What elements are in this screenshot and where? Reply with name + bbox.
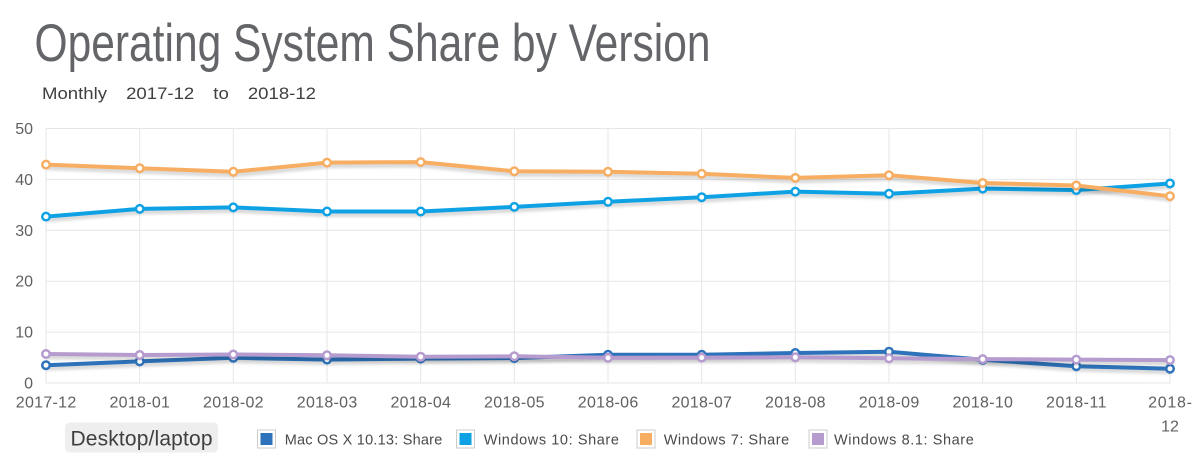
svg-text:Operating System Share by Vers: Operating System Share by Version	[35, 14, 711, 73]
svg-text:2018-03: 2018-03	[297, 395, 358, 412]
svg-text:12: 12	[1161, 419, 1179, 436]
svg-text:Windows 8.1: Share: Windows 8.1: Share	[834, 433, 974, 449]
svg-text:2018-: 2018-	[1148, 395, 1192, 412]
svg-text:2018-02: 2018-02	[203, 395, 264, 412]
svg-text:2018-06: 2018-06	[578, 395, 639, 412]
svg-text:Windows 7: Share: Windows 7: Share	[664, 433, 790, 449]
svg-text:20: 20	[15, 274, 33, 291]
svg-text:2018-04: 2018-04	[390, 395, 451, 412]
svg-text:2018-01: 2018-01	[109, 395, 170, 412]
svg-text:Windows 10: Share: Windows 10: Share	[484, 433, 619, 449]
svg-text:2018-09: 2018-09	[859, 395, 920, 412]
svg-text:Monthly 2017-12 to 2018-12: Monthly 2017-12 to 2018-12	[42, 84, 316, 103]
svg-text:Desktop/laptop: Desktop/laptop	[71, 428, 213, 451]
svg-text:2018-05: 2018-05	[484, 395, 545, 412]
svg-text:30: 30	[15, 223, 33, 240]
svg-text:50: 50	[15, 121, 33, 138]
svg-text:2017-12: 2017-12	[16, 395, 77, 412]
svg-text:2018-10: 2018-10	[952, 395, 1013, 412]
svg-text:40: 40	[15, 172, 33, 189]
svg-text:10: 10	[15, 325, 33, 342]
svg-text:2018-08: 2018-08	[765, 395, 826, 412]
svg-text:Mac OS X 10.13: Share: Mac OS X 10.13: Share	[285, 433, 443, 449]
svg-text:0: 0	[24, 376, 33, 393]
svg-text:2018-07: 2018-07	[671, 395, 732, 412]
svg-text:2018-11: 2018-11	[1046, 395, 1107, 412]
